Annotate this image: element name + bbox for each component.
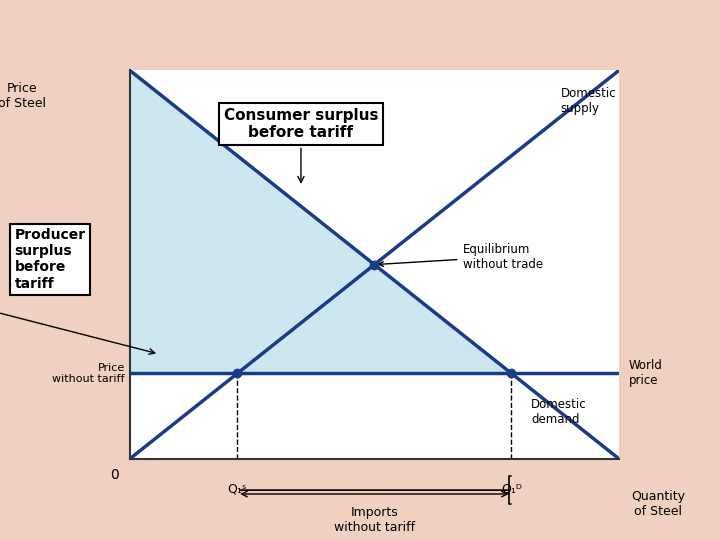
Text: Q₁ˢ: Q₁ˢ	[228, 482, 247, 495]
Text: Imports
without tariff: Imports without tariff	[334, 505, 415, 534]
Text: Domestic
demand: Domestic demand	[531, 399, 587, 427]
Text: Producer
surplus
before
tariff: Producer surplus before tariff	[14, 228, 86, 291]
Text: Consumer surplus
before tariff: Consumer surplus before tariff	[224, 108, 378, 183]
Text: Q₁ᴰ: Q₁ᴰ	[501, 482, 522, 495]
Text: Equilibrium
without trade: Equilibrium without trade	[379, 243, 543, 271]
Text: 0: 0	[111, 468, 120, 482]
Text: Price
without tariff: Price without tariff	[53, 363, 125, 384]
Text: Price
of Steel: Price of Steel	[0, 82, 46, 110]
Text: World
price: World price	[629, 360, 663, 388]
Text: Quantity
of Steel: Quantity of Steel	[631, 490, 685, 518]
Text: Domestic
supply: Domestic supply	[560, 87, 616, 116]
Polygon shape	[130, 70, 511, 374]
